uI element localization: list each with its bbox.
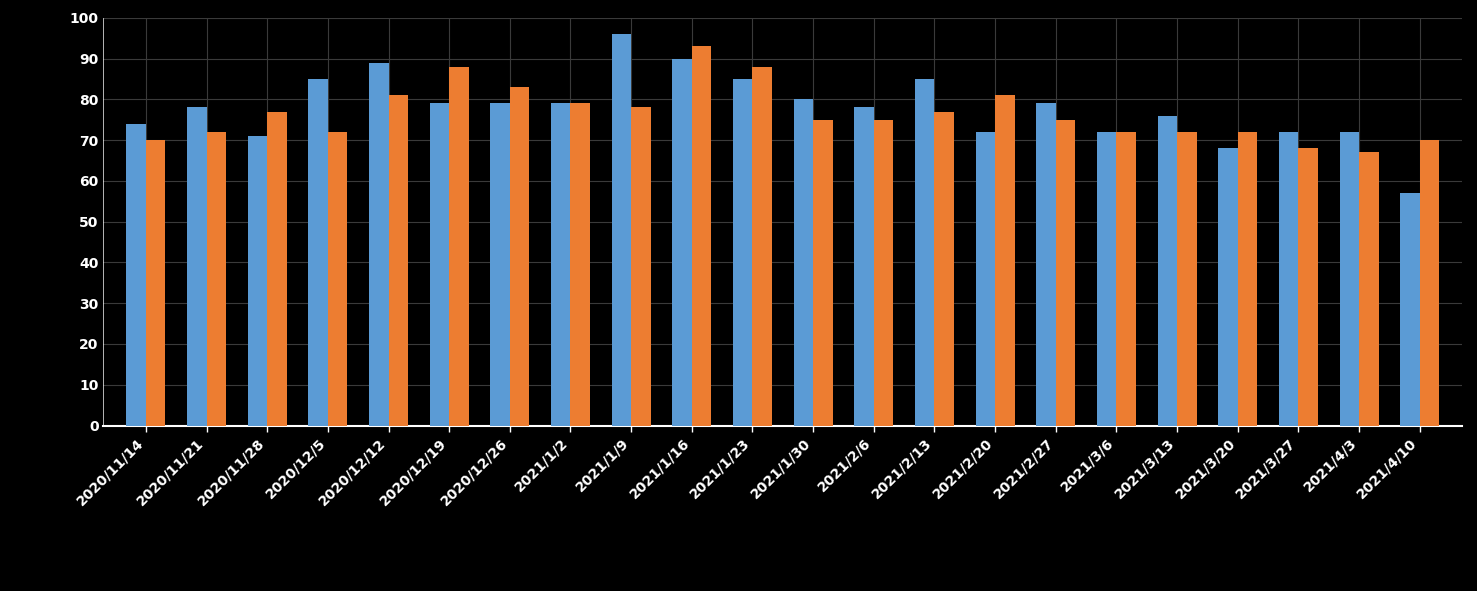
Bar bbox=[328, 132, 347, 426]
Bar bbox=[146, 140, 165, 426]
Bar bbox=[551, 103, 570, 426]
Bar bbox=[570, 103, 589, 426]
Bar bbox=[1238, 132, 1257, 426]
Bar bbox=[267, 112, 287, 426]
Bar bbox=[854, 108, 874, 426]
Bar bbox=[691, 46, 712, 426]
Bar bbox=[449, 67, 468, 426]
Bar bbox=[1158, 116, 1177, 426]
Bar bbox=[248, 136, 267, 426]
Bar bbox=[1117, 132, 1136, 426]
Bar bbox=[1298, 148, 1317, 426]
Bar bbox=[793, 99, 814, 426]
Bar bbox=[611, 34, 631, 426]
Bar bbox=[631, 108, 650, 426]
Bar bbox=[1359, 152, 1378, 426]
Bar bbox=[1279, 132, 1298, 426]
Bar bbox=[935, 112, 954, 426]
Bar bbox=[1056, 119, 1075, 426]
Bar bbox=[188, 108, 207, 426]
Bar bbox=[490, 103, 510, 426]
Bar bbox=[672, 59, 691, 426]
Bar bbox=[1037, 103, 1056, 426]
Bar bbox=[1400, 193, 1419, 426]
Bar bbox=[430, 103, 449, 426]
Bar bbox=[733, 79, 752, 426]
Bar bbox=[1177, 132, 1196, 426]
Bar bbox=[207, 132, 226, 426]
Bar bbox=[388, 95, 408, 426]
Bar bbox=[976, 132, 995, 426]
Bar bbox=[1097, 132, 1117, 426]
Bar bbox=[309, 79, 328, 426]
Bar bbox=[874, 119, 894, 426]
Bar bbox=[752, 67, 772, 426]
Bar bbox=[510, 87, 529, 426]
Bar bbox=[916, 79, 935, 426]
Bar bbox=[814, 119, 833, 426]
Bar bbox=[1219, 148, 1238, 426]
Bar bbox=[1419, 140, 1439, 426]
Bar bbox=[127, 124, 146, 426]
Bar bbox=[995, 95, 1015, 426]
Bar bbox=[369, 63, 388, 426]
Bar bbox=[1340, 132, 1359, 426]
